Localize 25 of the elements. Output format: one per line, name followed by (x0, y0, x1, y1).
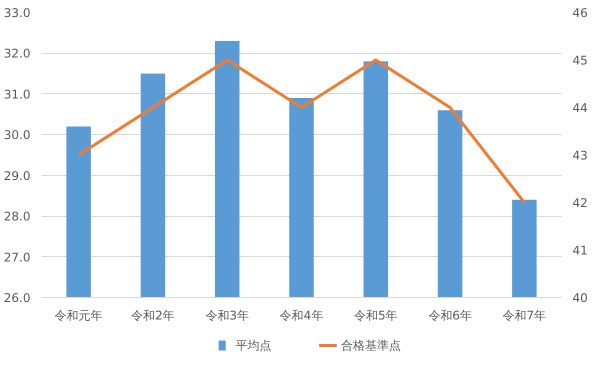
y2-tick-label: 40 (572, 291, 588, 305)
y-tick-label: 31.0 (4, 87, 30, 102)
x-tick-label: 令和7年 (502, 308, 546, 322)
x-tick-label: 令和3年 (205, 308, 250, 322)
x-tick-label: 令和6年 (428, 308, 472, 322)
x-tick-label: 令和2年 (131, 308, 175, 322)
y2-tick-label: 46 (572, 6, 588, 20)
y2-tick-label: 43 (572, 148, 588, 162)
y2-tick-label: 41 (572, 244, 588, 258)
y-tick-label: 30.0 (4, 128, 30, 142)
y2-tick-label: 42 (572, 196, 588, 210)
x-tick-label: 令和4年 (280, 308, 324, 322)
y2-tick-label: 44 (572, 101, 588, 115)
y-tick-label: 26.0 (4, 291, 30, 305)
y-tick-label: 27.0 (4, 250, 30, 264)
y-tick-label: 28.0 (4, 210, 30, 224)
y-tick-label: 32.0 (4, 46, 30, 61)
y2-tick-label: 45 (572, 54, 588, 68)
x-tick-label: 令和5年 (354, 308, 398, 322)
y-tick-label: 29.0 (4, 168, 30, 183)
x-tick-label: 令和元年 (54, 308, 103, 322)
y-tick-label: 33.0 (4, 6, 30, 20)
legend-label: 合格基準点 (341, 338, 402, 352)
line-series (77, 58, 526, 204)
legend-label: 平均点 (235, 338, 272, 352)
